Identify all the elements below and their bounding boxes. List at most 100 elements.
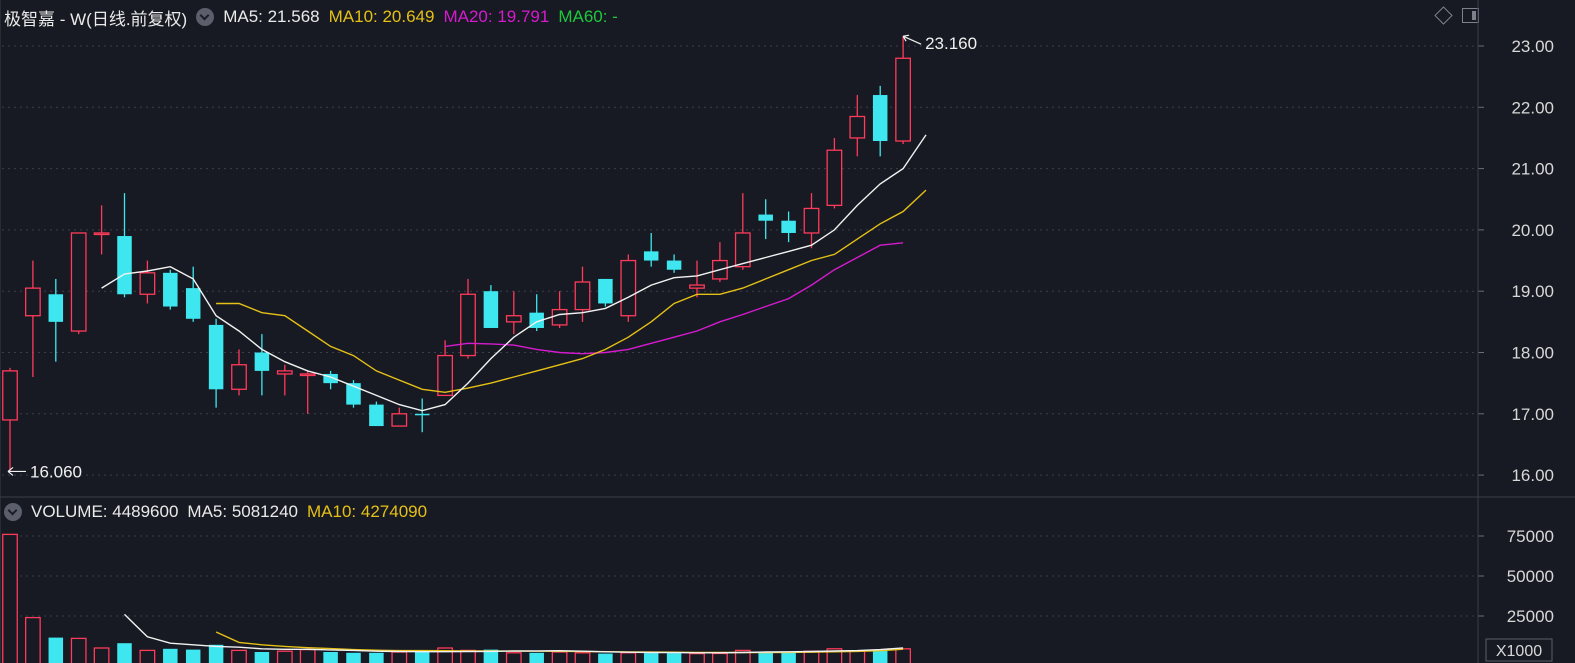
- candlestick: [437, 340, 454, 397]
- volume-bar: [598, 653, 613, 663]
- candlestick: [414, 398, 430, 433]
- candlestick: [620, 254, 637, 322]
- ma10-line: [216, 189, 927, 394]
- candlestick: [734, 193, 751, 270]
- candle-body: [391, 413, 408, 427]
- chevron-down-icon[interactable]: [196, 8, 215, 26]
- volume-bar: [895, 648, 911, 663]
- candle-body: [346, 383, 361, 405]
- candle-body: [231, 364, 247, 390]
- low-price-label: 16.060: [30, 462, 82, 481]
- volume-bar: [70, 637, 87, 663]
- candlestick: [48, 278, 64, 362]
- volume-bar: [460, 649, 476, 663]
- volume-value: VOLUME: 4489600: [31, 502, 179, 521]
- candlestick: [299, 370, 316, 414]
- y-tick-label: 16.00: [1511, 466, 1554, 485]
- price-axis: 16.00 17.00 18.00 19.00 20.00 21.00 22.00 23.00: [1478, 37, 1554, 485]
- volume-tick-label: 75000: [1507, 527, 1554, 546]
- candlestick: [2, 367, 18, 472]
- candlestick: [369, 401, 384, 427]
- volume-unit-label: X1000: [1496, 643, 1542, 660]
- volume-ma5-line: [124, 613, 904, 654]
- volume-bar: [24, 616, 41, 663]
- candle-body: [849, 115, 866, 139]
- volume-bar: [620, 652, 637, 663]
- candle-body: [93, 232, 110, 236]
- candle-body: [299, 373, 316, 377]
- candle-body: [551, 308, 568, 326]
- volume-bar: [505, 652, 522, 663]
- candlestick: [803, 193, 820, 249]
- candle-body: [139, 272, 156, 295]
- y-tick-label: 20.00: [1511, 221, 1554, 240]
- candle-body: [895, 57, 911, 142]
- volume-bar: [414, 651, 430, 663]
- volume-tick-label: 25000: [1507, 607, 1554, 626]
- volume-bar: [734, 649, 751, 663]
- volume-bar: [346, 652, 361, 663]
- candle-body: [826, 149, 843, 207]
- candlestick: [826, 137, 843, 209]
- candlestick: [872, 85, 888, 157]
- candle-body: [505, 315, 522, 323]
- volume-bar: [574, 652, 591, 663]
- volume-bars: [2, 533, 911, 663]
- y-tick-label: 17.00: [1511, 405, 1554, 424]
- volume-tick-label: 50000: [1507, 567, 1554, 586]
- y-tick-label: 22.00: [1511, 98, 1554, 117]
- candlestick: [208, 318, 224, 408]
- volume-grid: [2, 535, 1478, 617]
- candlestick: [551, 291, 568, 328]
- volume-bar: [323, 652, 338, 663]
- candle-body: [2, 370, 18, 421]
- volume-bar: [391, 651, 408, 663]
- chevron-down-icon[interactable]: [4, 503, 22, 521]
- candle-body: [48, 294, 64, 322]
- volume-bar: [117, 643, 132, 663]
- candle-body: [803, 207, 820, 234]
- candlestick: [483, 285, 499, 328]
- candle-body: [323, 373, 338, 384]
- candle-body: [666, 260, 682, 270]
- candle-body: [70, 232, 87, 332]
- candle-body: [781, 220, 796, 233]
- volume-bar: [483, 649, 499, 663]
- candle-body: [24, 287, 41, 317]
- candle-body: [437, 354, 454, 397]
- volume-axis: 25000 50000 75000 X1000: [1478, 527, 1554, 662]
- volume-bar: [781, 652, 796, 663]
- price-grid: [2, 45, 1478, 476]
- y-tick-label: 19.00: [1511, 282, 1554, 301]
- volume-bar: [208, 644, 224, 663]
- volume-bar: [666, 653, 682, 663]
- candle-body: [117, 236, 132, 295]
- candlestick: [139, 260, 156, 304]
- ma60-legend: MA60: -: [558, 7, 618, 26]
- candlestick: [849, 95, 866, 157]
- stock-title: 极智嘉 - W(日线.前复权): [4, 9, 188, 29]
- candlestick: [391, 407, 408, 427]
- candle-body: [758, 214, 773, 221]
- candlestick: [666, 254, 682, 273]
- unit-box: [1485, 638, 1553, 662]
- candlestick: [460, 278, 476, 359]
- volume-bar: [643, 653, 659, 663]
- candlestick: [70, 232, 87, 335]
- candlestick: [643, 232, 659, 267]
- volume-ma-lines: [124, 613, 904, 654]
- volume-bar: [712, 652, 728, 663]
- ma20-legend: MA20: 19.791: [443, 7, 550, 26]
- candlestick: [323, 370, 338, 390]
- candlestick: [758, 199, 773, 240]
- candlestick: [254, 334, 270, 396]
- candlestick: [505, 291, 522, 335]
- price-annotations: 23.160 16.060: [7, 34, 977, 481]
- y-tick-label: 18.00: [1511, 344, 1554, 363]
- candle-body: [483, 291, 499, 328]
- candle-body: [598, 278, 613, 304]
- candlestick: [93, 205, 110, 255]
- candlestick: [163, 269, 178, 310]
- candlestick: [24, 260, 41, 378]
